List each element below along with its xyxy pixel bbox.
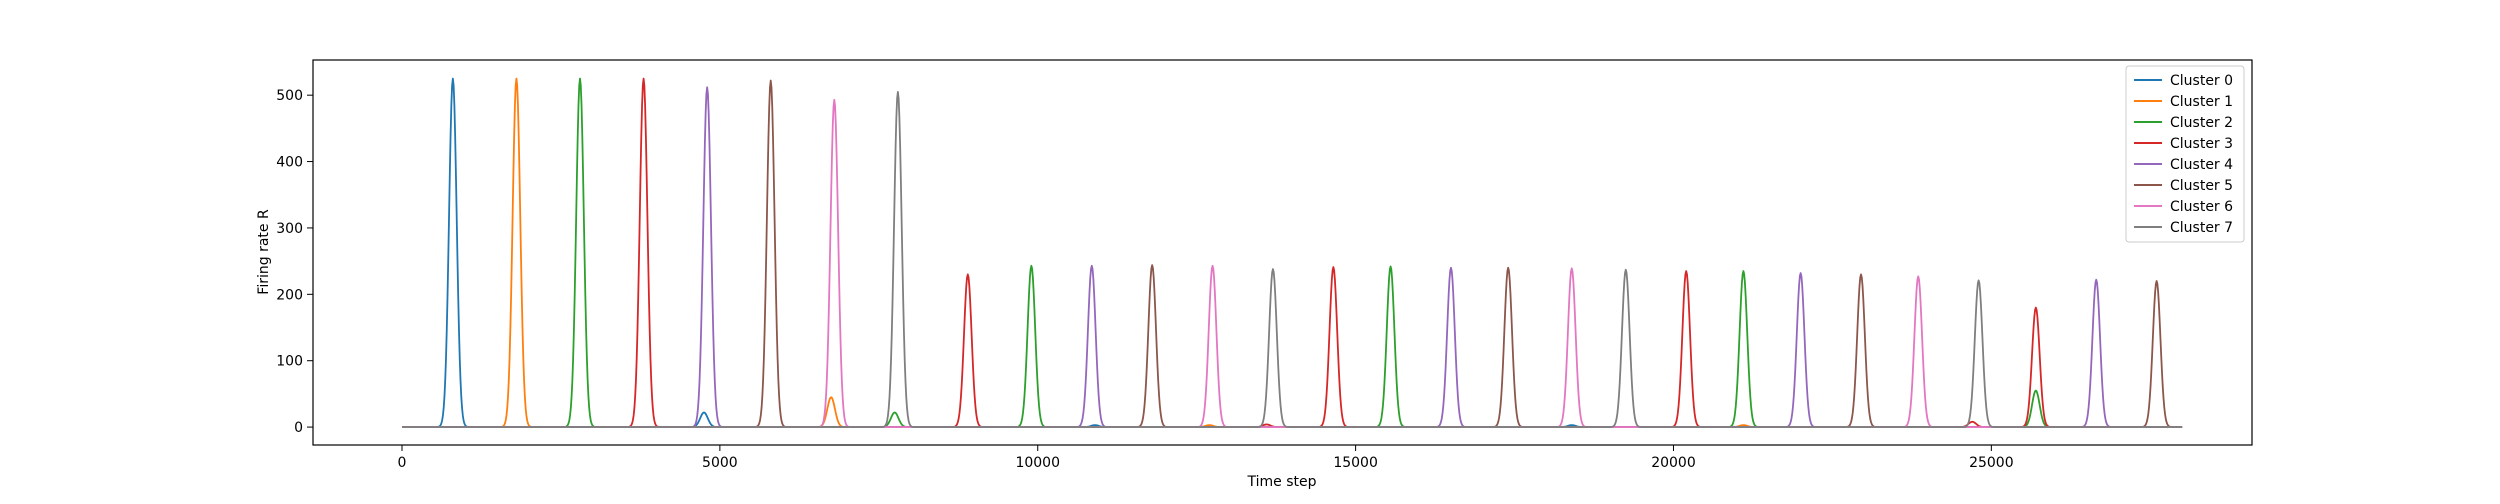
y-tick-label: 500 — [276, 88, 303, 104]
x-tick-label: 5000 — [702, 455, 738, 471]
plot-frame — [312, 59, 2253, 446]
y-axis-label: Firing rate R — [256, 209, 272, 295]
x-tick-label: 0 — [398, 455, 407, 471]
series-layer — [402, 77, 2183, 428]
series-line-cluster-5 — [402, 79, 2183, 428]
legend-label: Cluster 0 — [2170, 73, 2233, 89]
legend-label: Cluster 7 — [2170, 220, 2233, 236]
y-tick-label: 0 — [294, 420, 303, 436]
x-axis: 0 5000 10000 15000 20000 25000 — [398, 445, 2014, 471]
series-line-cluster-7 — [402, 90, 2183, 428]
x-axis-label: Time step — [1247, 474, 1317, 490]
y-tick-label: 300 — [276, 221, 303, 237]
y-axis: 0 100 200 300 400 500 — [276, 88, 313, 436]
y-tick-label: 200 — [276, 287, 303, 303]
x-tick-label: 20000 — [1651, 455, 1696, 471]
y-tick-label: 400 — [276, 155, 303, 171]
series-line-cluster-4 — [402, 86, 2183, 428]
x-tick-label: 25000 — [1969, 455, 2014, 471]
legend: Cluster 0 Cluster 1 Cluster 2 Cluster 3 Clus… — [2125, 65, 2245, 243]
y-tick-label: 100 — [276, 354, 303, 370]
x-tick-label: 15000 — [1333, 455, 1378, 471]
legend-label: Cluster 2 — [2170, 115, 2233, 131]
legend-label: Cluster 6 — [2170, 199, 2233, 215]
legend-label: Cluster 4 — [2170, 157, 2233, 173]
legend-label: Cluster 3 — [2170, 136, 2233, 152]
legend-label: Cluster 5 — [2170, 178, 2233, 194]
legend-label: Cluster 1 — [2170, 94, 2233, 110]
legend-frame — [2125, 65, 2245, 243]
x-tick-label: 10000 — [1015, 455, 1060, 471]
